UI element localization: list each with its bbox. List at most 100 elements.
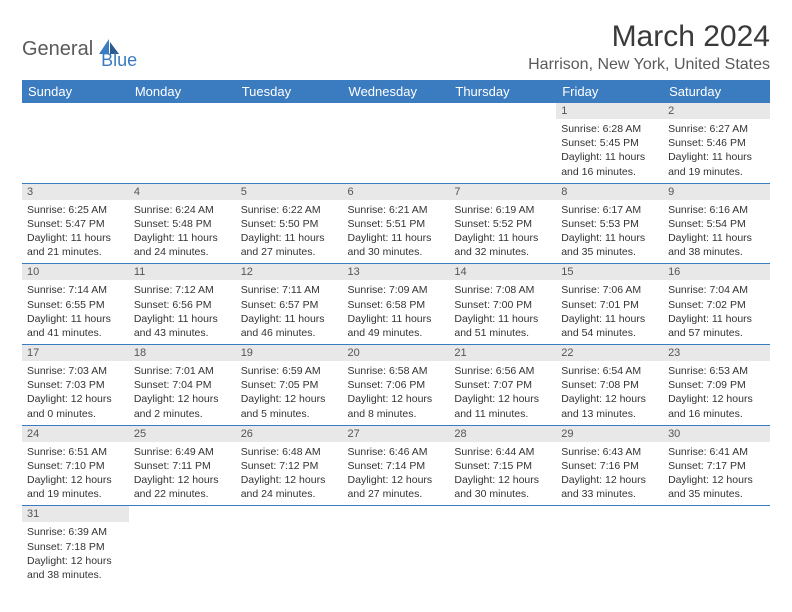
day-detail-line: Sunset: 6:56 PM <box>134 298 231 312</box>
day-number: 9 <box>663 184 770 200</box>
day-detail-line: and 5 minutes. <box>241 407 338 421</box>
day-details: Sunrise: 7:03 AMSunset: 7:03 PMDaylight:… <box>22 361 129 425</box>
day-detail-line: Daylight: 11 hours <box>454 312 551 326</box>
day-detail-line: and 33 minutes. <box>561 487 658 501</box>
day-detail-line: Sunset: 5:54 PM <box>668 217 765 231</box>
calendar-cell: 20Sunrise: 6:58 AMSunset: 7:06 PMDayligh… <box>343 345 450 426</box>
day-number: 30 <box>663 426 770 442</box>
day-number: 20 <box>343 345 450 361</box>
day-detail-line: Daylight: 11 hours <box>561 231 658 245</box>
calendar-cell: 12Sunrise: 7:11 AMSunset: 6:57 PMDayligh… <box>236 264 343 345</box>
day-detail-line: Sunrise: 6:46 AM <box>348 445 445 459</box>
day-details: Sunrise: 6:46 AMSunset: 7:14 PMDaylight:… <box>343 442 450 506</box>
day-detail-line: Daylight: 12 hours <box>241 392 338 406</box>
calendar-cell: 15Sunrise: 7:06 AMSunset: 7:01 PMDayligh… <box>556 264 663 345</box>
day-details: Sunrise: 6:58 AMSunset: 7:06 PMDaylight:… <box>343 361 450 425</box>
day-number: 18 <box>129 345 236 361</box>
day-detail-line: and 35 minutes. <box>561 245 658 259</box>
calendar-cell: 30Sunrise: 6:41 AMSunset: 7:17 PMDayligh… <box>663 425 770 506</box>
day-detail-line: and 43 minutes. <box>134 326 231 340</box>
day-detail-line: Sunset: 7:11 PM <box>134 459 231 473</box>
day-details: Sunrise: 7:01 AMSunset: 7:04 PMDaylight:… <box>129 361 236 425</box>
weekday-header: Sunday <box>22 80 129 103</box>
day-detail-line: Sunset: 5:45 PM <box>561 136 658 150</box>
calendar-cell: 3Sunrise: 6:25 AMSunset: 5:47 PMDaylight… <box>22 183 129 264</box>
day-detail-line: Daylight: 11 hours <box>668 150 765 164</box>
day-number: 1 <box>556 103 663 119</box>
title-block: March 2024 Harrison, New York, United St… <box>528 20 770 74</box>
calendar-cell <box>22 103 129 183</box>
day-detail-line: Daylight: 11 hours <box>241 231 338 245</box>
day-number: 14 <box>449 264 556 280</box>
day-detail-line: Daylight: 12 hours <box>27 473 124 487</box>
day-detail-line: and 30 minutes. <box>454 487 551 501</box>
day-detail-line: Sunrise: 7:08 AM <box>454 283 551 297</box>
calendar-row: 17Sunrise: 7:03 AMSunset: 7:03 PMDayligh… <box>22 345 770 426</box>
day-detail-line: and 38 minutes. <box>27 568 124 582</box>
day-detail-line: Sunset: 7:01 PM <box>561 298 658 312</box>
weekday-header-row: Sunday Monday Tuesday Wednesday Thursday… <box>22 80 770 103</box>
day-detail-line: Sunset: 7:10 PM <box>27 459 124 473</box>
day-detail-line: and 27 minutes. <box>241 245 338 259</box>
day-detail-line: Sunset: 5:50 PM <box>241 217 338 231</box>
day-detail-line: Sunset: 6:57 PM <box>241 298 338 312</box>
day-detail-line: and 19 minutes. <box>27 487 124 501</box>
calendar-cell <box>129 103 236 183</box>
day-detail-line: and 19 minutes. <box>668 165 765 179</box>
day-number: 19 <box>236 345 343 361</box>
calendar-cell: 13Sunrise: 7:09 AMSunset: 6:58 PMDayligh… <box>343 264 450 345</box>
calendar-cell: 11Sunrise: 7:12 AMSunset: 6:56 PMDayligh… <box>129 264 236 345</box>
day-detail-line: Sunset: 7:18 PM <box>27 540 124 554</box>
calendar-cell: 9Sunrise: 6:16 AMSunset: 5:54 PMDaylight… <box>663 183 770 264</box>
day-detail-line: and 54 minutes. <box>561 326 658 340</box>
day-details: Sunrise: 6:27 AMSunset: 5:46 PMDaylight:… <box>663 119 770 183</box>
day-details: Sunrise: 6:56 AMSunset: 7:07 PMDaylight:… <box>449 361 556 425</box>
day-detail-line: and 51 minutes. <box>454 326 551 340</box>
calendar-cell <box>663 506 770 586</box>
weekday-header: Monday <box>129 80 236 103</box>
day-detail-line: Sunset: 5:48 PM <box>134 217 231 231</box>
day-detail-line: and 24 minutes. <box>241 487 338 501</box>
day-detail-line: Sunset: 7:14 PM <box>348 459 445 473</box>
calendar-cell: 10Sunrise: 7:14 AMSunset: 6:55 PMDayligh… <box>22 264 129 345</box>
day-number: 8 <box>556 184 663 200</box>
day-detail-line: Daylight: 12 hours <box>134 473 231 487</box>
day-detail-line: and 46 minutes. <box>241 326 338 340</box>
day-details: Sunrise: 6:59 AMSunset: 7:05 PMDaylight:… <box>236 361 343 425</box>
day-detail-line: Sunrise: 6:17 AM <box>561 203 658 217</box>
day-detail-line: Sunset: 7:00 PM <box>454 298 551 312</box>
day-detail-line: Sunrise: 6:27 AM <box>668 122 765 136</box>
day-detail-line: Sunrise: 6:16 AM <box>668 203 765 217</box>
day-detail-line: Sunrise: 6:49 AM <box>134 445 231 459</box>
calendar-row: 10Sunrise: 7:14 AMSunset: 6:55 PMDayligh… <box>22 264 770 345</box>
day-detail-line: Sunset: 7:08 PM <box>561 378 658 392</box>
day-number: 11 <box>129 264 236 280</box>
day-detail-line: Sunrise: 6:48 AM <box>241 445 338 459</box>
day-detail-line: and 38 minutes. <box>668 245 765 259</box>
day-detail-line: and 13 minutes. <box>561 407 658 421</box>
calendar-cell: 29Sunrise: 6:43 AMSunset: 7:16 PMDayligh… <box>556 425 663 506</box>
day-detail-line: Sunrise: 7:03 AM <box>27 364 124 378</box>
day-number: 6 <box>343 184 450 200</box>
day-detail-line: Daylight: 12 hours <box>348 473 445 487</box>
day-number: 25 <box>129 426 236 442</box>
logo-text-general: General <box>22 38 93 61</box>
day-detail-line: and 11 minutes. <box>454 407 551 421</box>
day-number: 26 <box>236 426 343 442</box>
day-details: Sunrise: 7:12 AMSunset: 6:56 PMDaylight:… <box>129 280 236 344</box>
day-detail-line: Sunrise: 6:53 AM <box>668 364 765 378</box>
day-detail-line: Sunrise: 6:19 AM <box>454 203 551 217</box>
day-number: 16 <box>663 264 770 280</box>
day-detail-line: Daylight: 11 hours <box>27 231 124 245</box>
day-detail-line: and 35 minutes. <box>668 487 765 501</box>
day-detail-line: Sunrise: 6:24 AM <box>134 203 231 217</box>
day-details: Sunrise: 7:04 AMSunset: 7:02 PMDaylight:… <box>663 280 770 344</box>
calendar-cell: 24Sunrise: 6:51 AMSunset: 7:10 PMDayligh… <box>22 425 129 506</box>
day-detail-line: Sunrise: 6:39 AM <box>27 525 124 539</box>
day-detail-line: Sunset: 5:47 PM <box>27 217 124 231</box>
calendar-cell <box>343 506 450 586</box>
day-detail-line: Sunrise: 6:59 AM <box>241 364 338 378</box>
month-title: March 2024 <box>528 20 770 54</box>
day-number: 7 <box>449 184 556 200</box>
day-detail-line: Sunrise: 7:04 AM <box>668 283 765 297</box>
